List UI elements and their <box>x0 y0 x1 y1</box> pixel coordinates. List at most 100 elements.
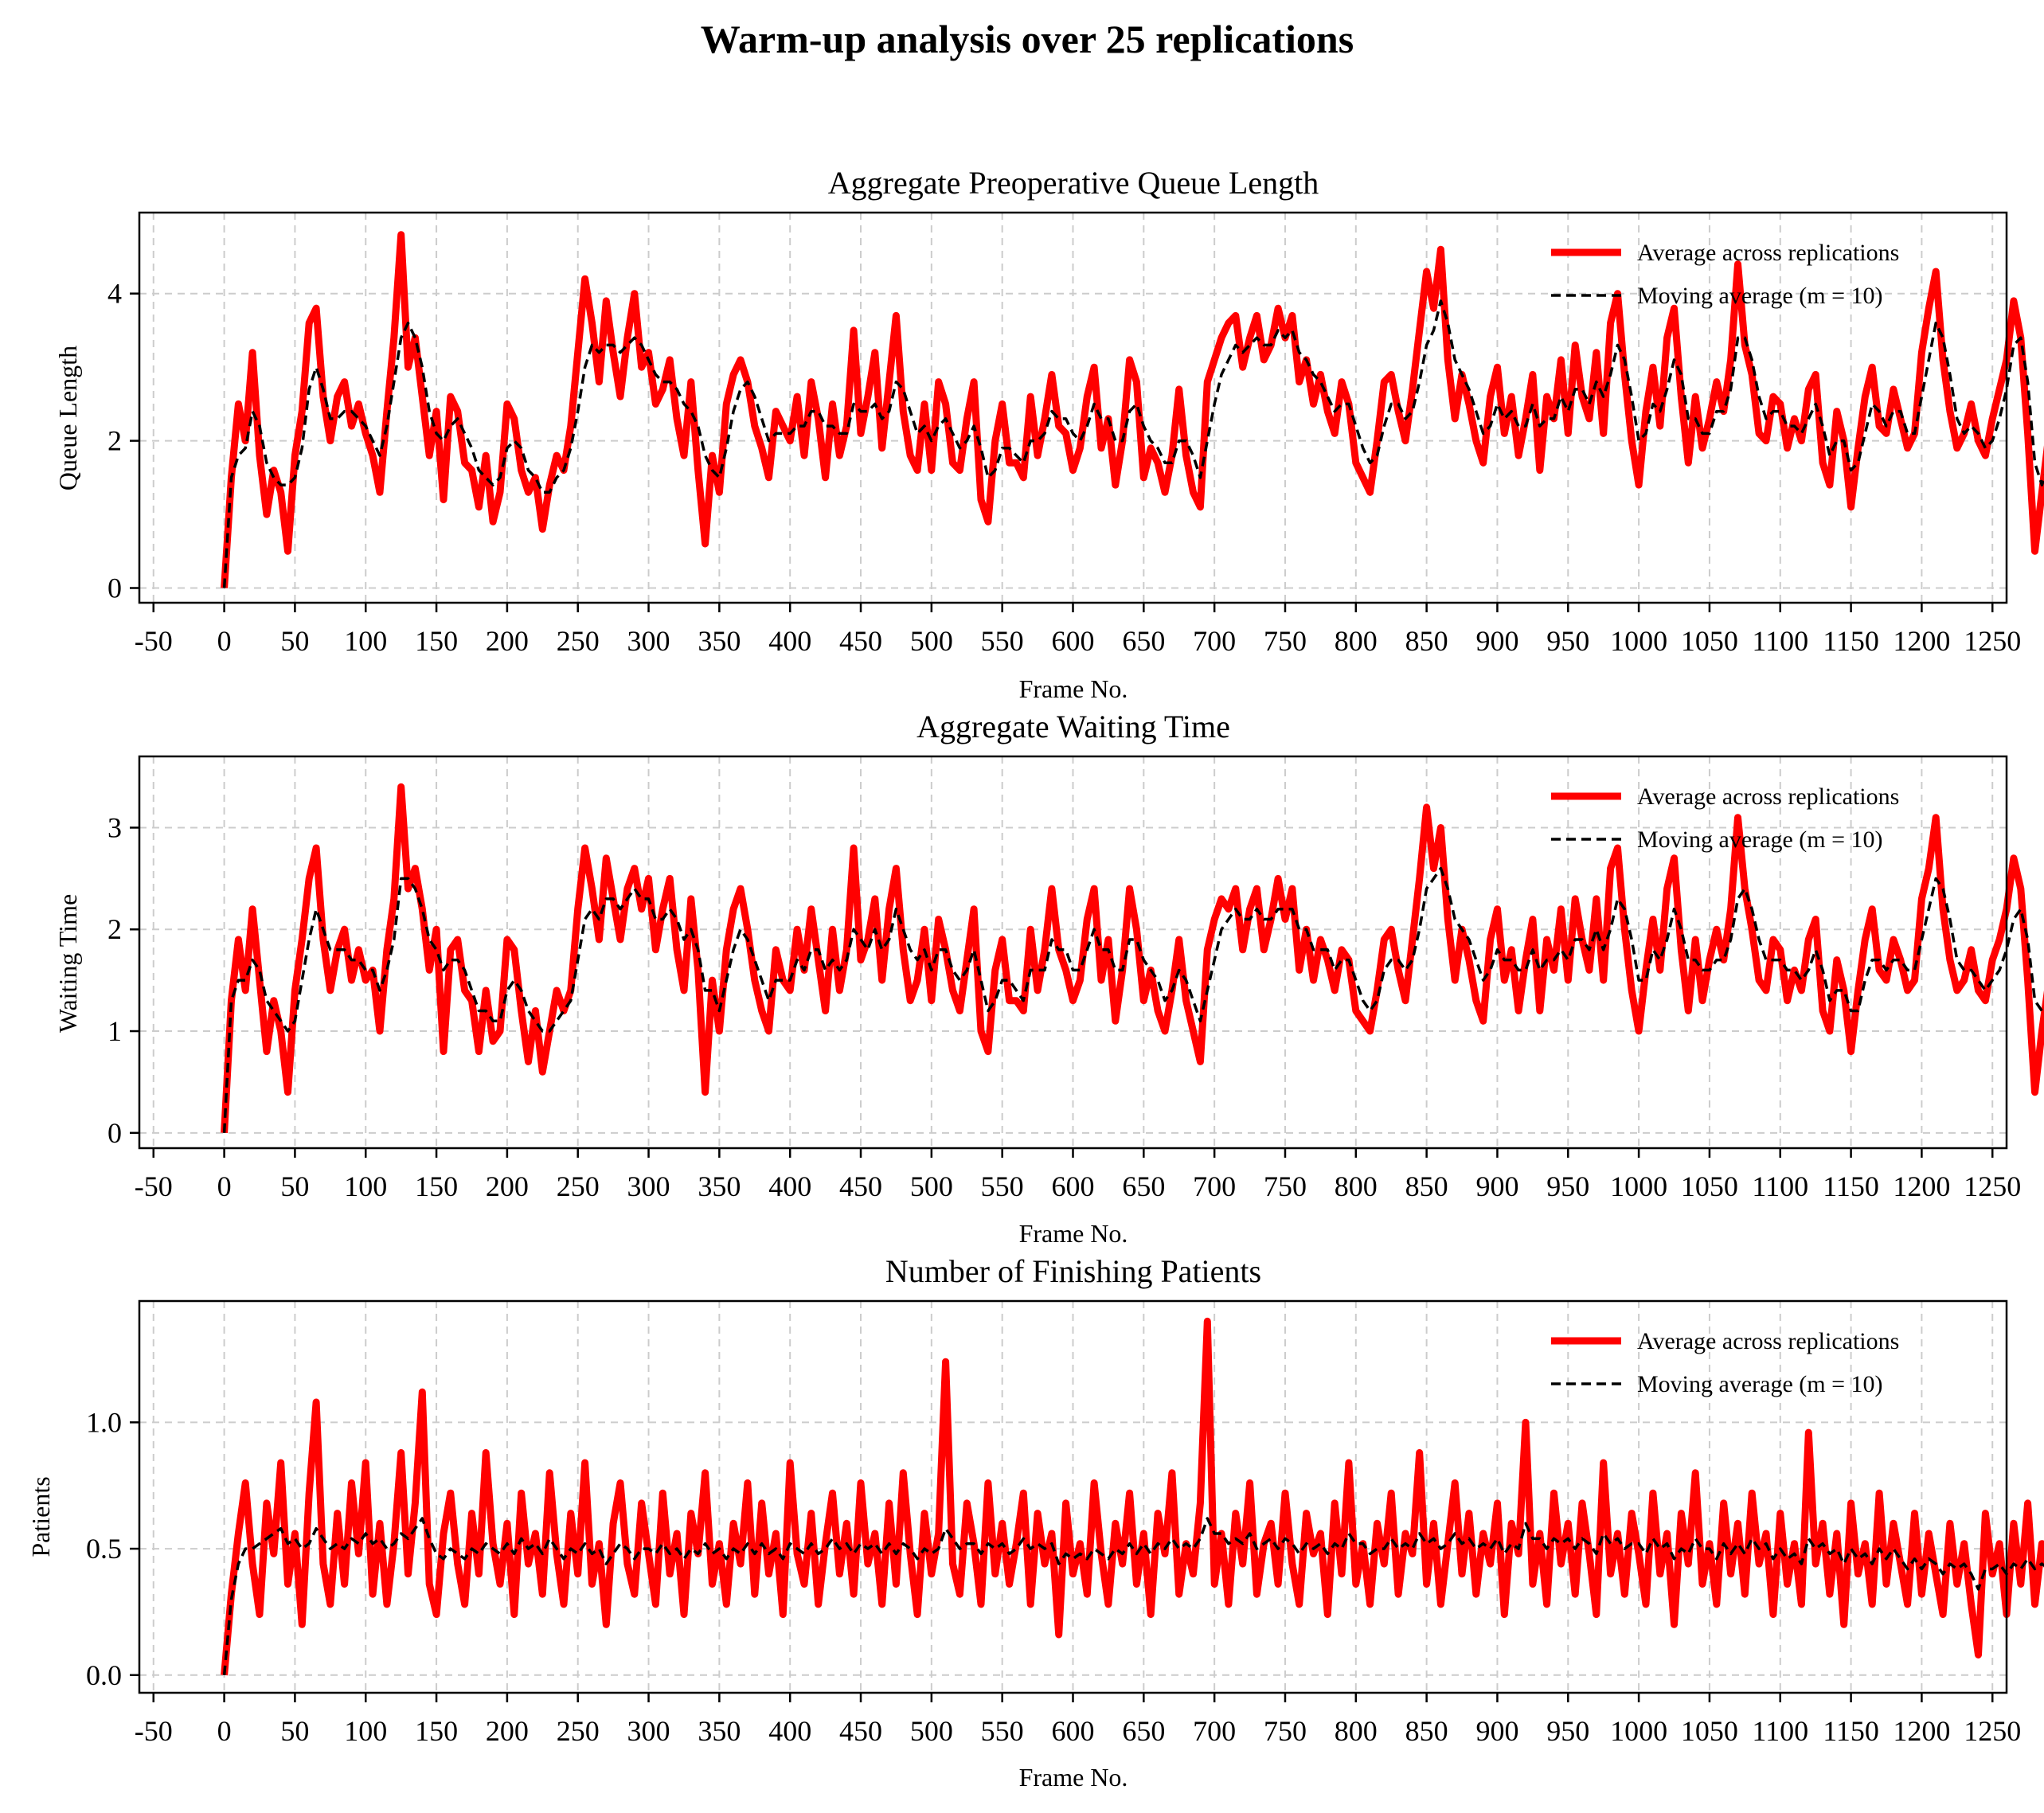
x-tick-label: 400 <box>768 1715 811 1747</box>
plot-area: -50 0 50 100 150 200 250 300 350 400 450 500 550 600 6… <box>107 211 2044 657</box>
y-tick-label: 3 <box>107 811 122 843</box>
x-tick-label: 800 <box>1335 1715 1378 1747</box>
x-tick-label: 750 <box>1264 625 1307 657</box>
x-tick-label: 450 <box>839 1715 882 1747</box>
x-tick-label: 1000 <box>1610 625 1667 657</box>
x-tick-label: 1050 <box>1681 1715 1738 1747</box>
x-tick-label: 1200 <box>1893 1715 1950 1747</box>
subplot-title: Aggregate Preoperative Queue Length <box>828 165 1319 201</box>
y-axis-label: Patients <box>26 1476 55 1557</box>
figure-title: Warm-up analysis over 25 replications <box>701 17 1354 61</box>
x-tick-label: 350 <box>698 625 741 657</box>
x-tick-label: 1100 <box>1752 1715 1808 1747</box>
x-tick-label: 350 <box>698 1715 741 1747</box>
y-tick-label: 0 <box>107 1117 122 1149</box>
x-tick-label: 900 <box>1475 1715 1518 1747</box>
x-tick-label: 700 <box>1193 1715 1236 1747</box>
x-tick-label: 850 <box>1405 625 1448 657</box>
x-axis-label: Frame No. <box>1019 1219 1128 1248</box>
plot-area: -50 0 50 100 150 200 250 300 350 400 450 500 550 600 6… <box>86 1299 2044 1747</box>
average-series-line <box>221 231 2044 588</box>
legend-label: Moving average (m = 10) <box>1637 1371 1883 1397</box>
x-tick-label: 850 <box>1405 1170 1448 1202</box>
subplot-finishing-patients: Number of Finishing Patients Patients Fr… <box>26 1253 2044 1792</box>
x-tick-label: 900 <box>1475 625 1518 657</box>
x-axis-label: Frame No. <box>1019 1763 1128 1792</box>
x-tick-label: 600 <box>1052 625 1095 657</box>
x-tick-label: 300 <box>627 625 670 657</box>
x-tick-label: 450 <box>839 1170 882 1202</box>
y-axis-label: Queue Length <box>53 346 82 490</box>
x-tick-label: -50 <box>135 625 173 657</box>
x-tick-label: 1100 <box>1752 625 1808 657</box>
x-tick-label: 450 <box>839 625 882 657</box>
x-tick-label: 1200 <box>1893 625 1950 657</box>
subplot-queue-length: Aggregate Preoperative Queue Length Queu… <box>53 165 2044 703</box>
x-tick-label: 1050 <box>1681 1170 1738 1202</box>
x-tick-label: 100 <box>344 1170 387 1202</box>
x-tick-label: 1100 <box>1752 1170 1808 1202</box>
x-tick-label: 950 <box>1546 625 1589 657</box>
x-tick-label: 400 <box>768 625 811 657</box>
y-tick-label: 4 <box>107 278 122 310</box>
x-tick-label: 1000 <box>1610 1170 1667 1202</box>
x-tick-label: 150 <box>415 625 458 657</box>
y-tick-label: 2 <box>107 913 122 945</box>
y-tick-label: 2 <box>107 425 122 457</box>
x-tick-label: 100 <box>344 625 387 657</box>
x-tick-label: 1200 <box>1893 1170 1950 1202</box>
x-tick-label: 950 <box>1546 1715 1589 1747</box>
x-tick-label: 550 <box>981 1170 1024 1202</box>
x-tick-label: 1050 <box>1681 625 1738 657</box>
legend: Average across replications Moving averag… <box>1551 240 1899 309</box>
y-tick-label: 0.0 <box>86 1659 122 1691</box>
x-tick-label: 200 <box>486 625 529 657</box>
moving-average-series-line <box>222 1517 2044 1675</box>
x-tick-label: 500 <box>910 1715 953 1747</box>
x-tick-label: 250 <box>557 625 600 657</box>
x-tick-label: 0 <box>217 625 232 657</box>
x-tick-label: 350 <box>698 1170 741 1202</box>
x-tick-label: 300 <box>627 1170 670 1202</box>
y-tick-label: 1 <box>107 1015 122 1047</box>
x-tick-label: 150 <box>415 1170 458 1202</box>
plot-area: -50 0 50 100 150 200 250 300 350 400 450 500 550 600 6… <box>107 755 2044 1202</box>
x-tick-label: 600 <box>1052 1170 1095 1202</box>
x-axis-label: Frame No. <box>1019 674 1128 703</box>
x-tick-label: 400 <box>768 1170 811 1202</box>
x-tick-label: 750 <box>1264 1170 1307 1202</box>
moving-average-series-line <box>222 866 2044 1133</box>
x-tick-label: 50 <box>280 1170 309 1202</box>
x-tick-label: 700 <box>1193 625 1236 657</box>
y-tick-label: 1.0 <box>86 1406 122 1438</box>
x-tick-label: 900 <box>1475 1170 1518 1202</box>
x-tick-label: 650 <box>1122 1170 1165 1202</box>
y-tick-label: 0 <box>107 572 122 604</box>
x-tick-label: 300 <box>627 1715 670 1747</box>
x-tick-label: 800 <box>1335 625 1378 657</box>
x-tick-label: 700 <box>1193 1170 1236 1202</box>
subplot-title: Number of Finishing Patients <box>885 1253 1261 1289</box>
x-tick-label: 500 <box>910 625 953 657</box>
average-series-line <box>221 1317 2044 1676</box>
x-tick-label: 1250 <box>1964 1715 2021 1747</box>
x-tick-label: 0 <box>217 1170 232 1202</box>
x-tick-label: 250 <box>557 1170 600 1202</box>
x-tick-label: 1150 <box>1823 1715 1879 1747</box>
x-tick-label: 1000 <box>1610 1715 1667 1747</box>
legend-label: Average across replications <box>1637 783 1899 810</box>
legend-label: Average across replications <box>1637 240 1899 266</box>
x-tick-label: 200 <box>486 1170 529 1202</box>
average-series-line <box>221 783 2044 1134</box>
x-tick-label: 650 <box>1122 1715 1165 1747</box>
x-tick-label: 1250 <box>1964 1170 2021 1202</box>
x-tick-label: 650 <box>1122 625 1165 657</box>
x-tick-label: -50 <box>135 1715 173 1747</box>
x-tick-label: 250 <box>557 1715 600 1747</box>
x-tick-label: 600 <box>1052 1715 1095 1747</box>
x-tick-label: -50 <box>135 1170 173 1202</box>
legend-label: Moving average (m = 10) <box>1637 283 1883 309</box>
legend-label: Moving average (m = 10) <box>1637 826 1883 853</box>
subplot-title: Aggregate Waiting Time <box>916 709 1230 744</box>
